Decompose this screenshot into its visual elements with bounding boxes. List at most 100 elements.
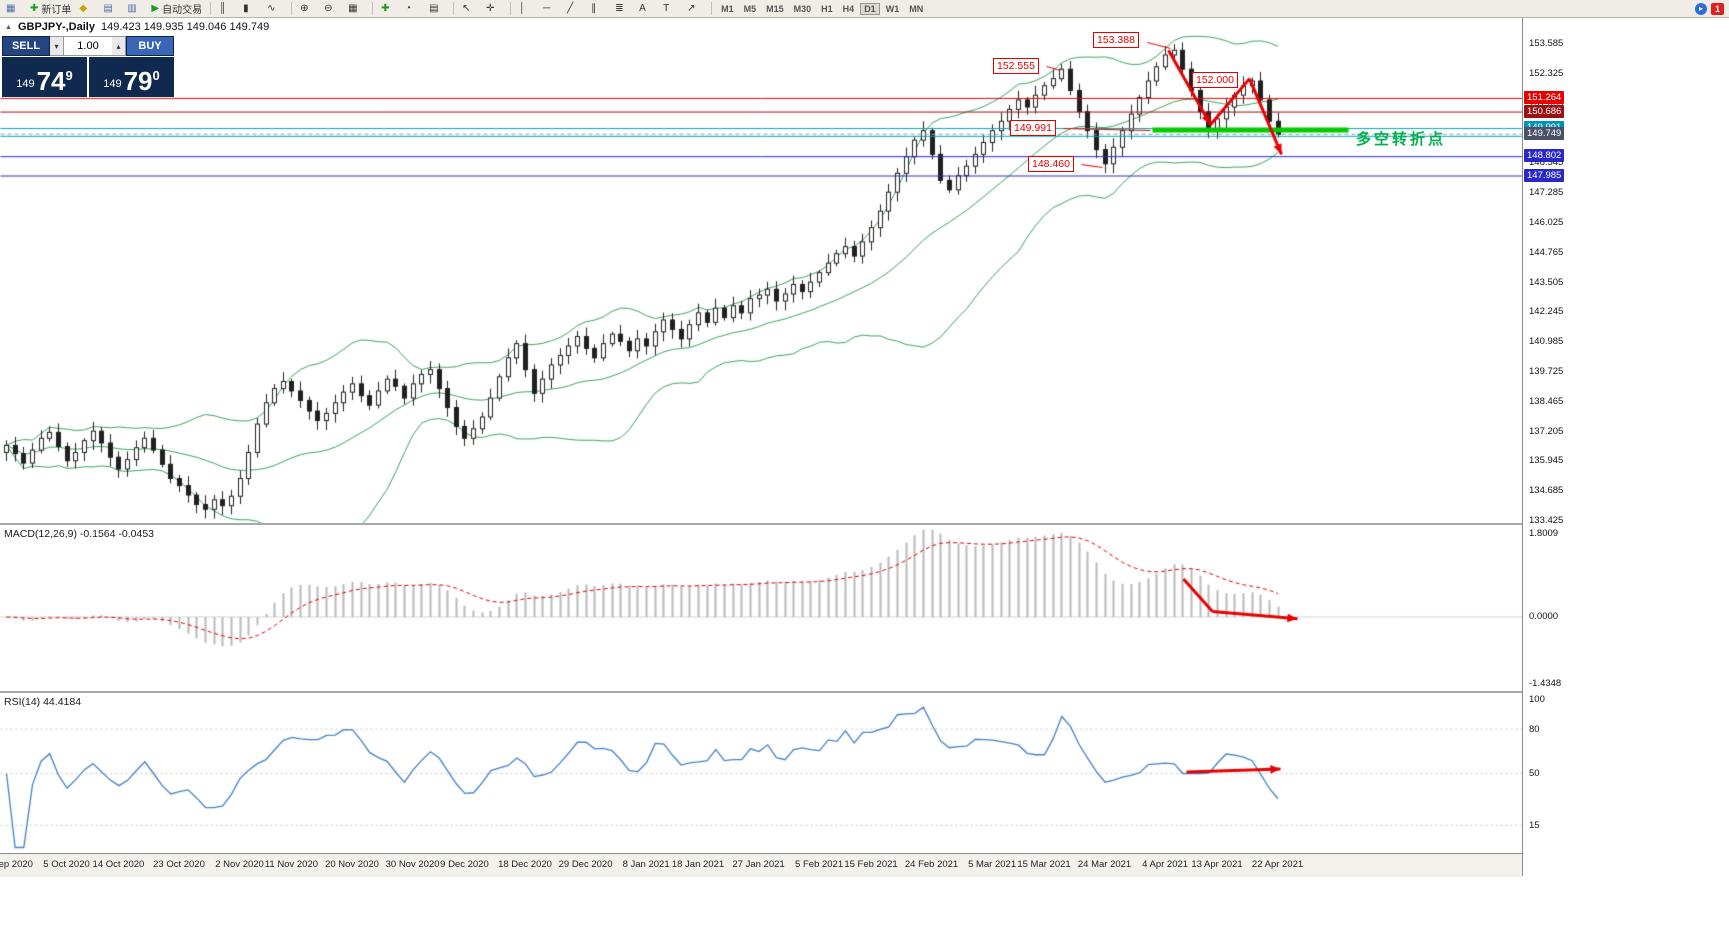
- price-axis-label: 152.325: [1529, 67, 1564, 79]
- indicators-icon[interactable]: ✚: [378, 1, 400, 16]
- price-annotation[interactable]: 152.555: [993, 58, 1039, 74]
- new-chart-icon-glyph: ▦: [6, 3, 16, 14]
- fibonacci-icon[interactable]: ≣: [612, 1, 634, 16]
- arrows-icon-glyph: ↗: [687, 3, 696, 14]
- crosshair-icon[interactable]: ✛: [483, 1, 505, 16]
- timeframe-m15-button[interactable]: M15: [766, 3, 784, 14]
- toolbar-separator: [711, 2, 713, 15]
- pane-separator[interactable]: [0, 691, 1729, 693]
- time-axis-label: 9 Dec 2020: [440, 859, 489, 870]
- price-chart-canvas[interactable]: [0, 18, 1522, 523]
- sell-price-display[interactable]: 149 74 9: [2, 57, 87, 97]
- price-line-label: 147.985: [1524, 168, 1565, 182]
- line-chart-icon[interactable]: ∿: [264, 1, 286, 16]
- candlestick-chart-icon[interactable]: ▮: [240, 1, 262, 16]
- macd-label: MACD(12,26,9) -0.1564 -0.0453: [4, 528, 154, 540]
- price-axis-label: 140.985: [1529, 336, 1564, 348]
- timeframe-mn-button[interactable]: MN: [909, 3, 924, 14]
- buy-button[interactable]: BUY: [126, 36, 174, 56]
- rsi-pane-canvas[interactable]: [0, 693, 1522, 853]
- pane-separator[interactable]: [0, 523, 1729, 525]
- terminal-icon[interactable]: ▥: [124, 1, 146, 16]
- autotrading-button[interactable]: ▶ 自动交易: [148, 1, 205, 16]
- volume-input[interactable]: 1.00: [64, 36, 112, 56]
- bar-chart-icon[interactable]: ║: [216, 1, 238, 16]
- price-annotation[interactable]: 153.388: [1093, 32, 1139, 48]
- price-axis[interactable]: 153.585152.325151.065149.805148.545147.2…: [1522, 18, 1729, 876]
- timeframe-w1-button[interactable]: W1: [885, 3, 900, 14]
- price-axis-label: 135.945: [1529, 455, 1564, 467]
- time-axis-label: 2 Nov 2020: [215, 859, 264, 870]
- buy-price-display[interactable]: 149 79 0: [89, 57, 174, 97]
- time-axis-label: 23 Oct 2020: [153, 859, 205, 870]
- zoom-in-icon-glyph: ⊕: [300, 3, 309, 14]
- toolbar-right-icons: ▸ 1: [1694, 2, 1726, 15]
- indicators-icon-glyph: ✚: [381, 3, 390, 14]
- symbol-name: GBPJPY-,Daily: [17, 21, 95, 33]
- trendline-icon-glyph: ╱: [567, 3, 574, 14]
- vertical-line-icon[interactable]: │: [516, 1, 538, 16]
- rsi-axis-label: 100: [1529, 694, 1545, 705]
- timeframe-d1-button[interactable]: D1: [860, 2, 880, 15]
- chart-annotations-layer: 多空转折点 153.388 152.555 152.000 149.991 148.46…: [0, 18, 1522, 523]
- templates-icon-glyph: ▤: [429, 3, 439, 14]
- notification-badge[interactable]: 1: [1710, 2, 1724, 15]
- label-icon[interactable]: T: [660, 1, 682, 16]
- macd-axis-label: 1.8009: [1529, 528, 1559, 539]
- new-chart-icon[interactable]: ▦: [3, 1, 25, 16]
- trendline-icon[interactable]: ╱: [564, 1, 586, 16]
- price-annotation[interactable]: 149.991: [1010, 120, 1056, 136]
- zoom-in-icon[interactable]: ⊕: [297, 1, 319, 16]
- zoom-out-icon[interactable]: ⊖: [321, 1, 343, 16]
- new-order-button-label: 新订单: [41, 5, 72, 16]
- macd-axis-label: 0.0000: [1529, 611, 1559, 623]
- macd-pane-canvas[interactable]: [0, 525, 1522, 691]
- market-watch-icon-glyph: ▤: [103, 3, 113, 14]
- timeframe-h1-button[interactable]: H1: [821, 3, 833, 14]
- autotrading-button-label: 自动交易: [162, 5, 203, 16]
- cursor-icon[interactable]: ↖: [459, 1, 481, 16]
- metaeditor-icon-glyph: ◆: [79, 3, 88, 14]
- price-axis-label: 143.505: [1529, 276, 1564, 288]
- cursor-icon-glyph: ↖: [462, 3, 471, 14]
- channel-icon-glyph: ∥: [591, 3, 597, 14]
- timeframe-h4-button[interactable]: H4: [842, 3, 855, 14]
- toolbar-separator: [210, 2, 212, 15]
- sell-price-main: 74: [36, 66, 66, 96]
- new-order-button[interactable]: ✚ 新订单: [27, 1, 74, 16]
- time-axis-label: 5 Mar 2021: [968, 859, 1017, 870]
- periods-icon[interactable]: ◔: [402, 1, 424, 16]
- metaeditor-icon[interactable]: ◆: [76, 1, 98, 16]
- templates-icon[interactable]: ▤: [426, 1, 448, 16]
- time-axis-label: 27 Jan 2021: [732, 859, 785, 870]
- turning-point-label[interactable]: 多空转折点: [1356, 131, 1447, 148]
- buy-price-main: 79: [123, 66, 153, 96]
- price-annotation[interactable]: 148.460: [1028, 156, 1074, 172]
- community-icon[interactable]: ▸: [1694, 2, 1707, 15]
- rsi-axis-label: 50: [1529, 768, 1540, 779]
- timeframe-m1-button[interactable]: M1: [721, 3, 734, 14]
- price-axis-label: 148.545: [1529, 157, 1564, 169]
- timeframe-m5-button[interactable]: M5: [743, 3, 757, 14]
- price-annotation[interactable]: 152.000: [1192, 72, 1238, 88]
- volume-decrease-button[interactable]: ▾: [50, 36, 64, 56]
- market-watch-icon[interactable]: ▤: [100, 1, 122, 16]
- volume-increase-button[interactable]: ▴: [112, 36, 126, 56]
- arrows-icon[interactable]: ↗: [684, 1, 706, 16]
- time-axis-label: 20 Nov 2020: [325, 859, 379, 870]
- rsi-axis-label: 80: [1529, 723, 1540, 735]
- channel-icon[interactable]: ∥: [588, 1, 610, 16]
- price-axis-label: 134.685: [1529, 485, 1564, 497]
- autotrading-glyph: ▶: [151, 3, 160, 14]
- tile-windows-icon[interactable]: ▦: [345, 1, 367, 16]
- text-icon[interactable]: A: [636, 1, 658, 16]
- line-chart-icon-glyph: ∿: [267, 3, 276, 14]
- horizontal-line-icon[interactable]: ─: [540, 1, 562, 16]
- toolbar-separator: [510, 2, 512, 15]
- toolbar-separator: [372, 2, 374, 15]
- price-line-label: 149.749: [1524, 126, 1565, 140]
- sell-button[interactable]: SELL: [2, 36, 50, 56]
- timeframe-m30-button[interactable]: M30: [793, 3, 812, 14]
